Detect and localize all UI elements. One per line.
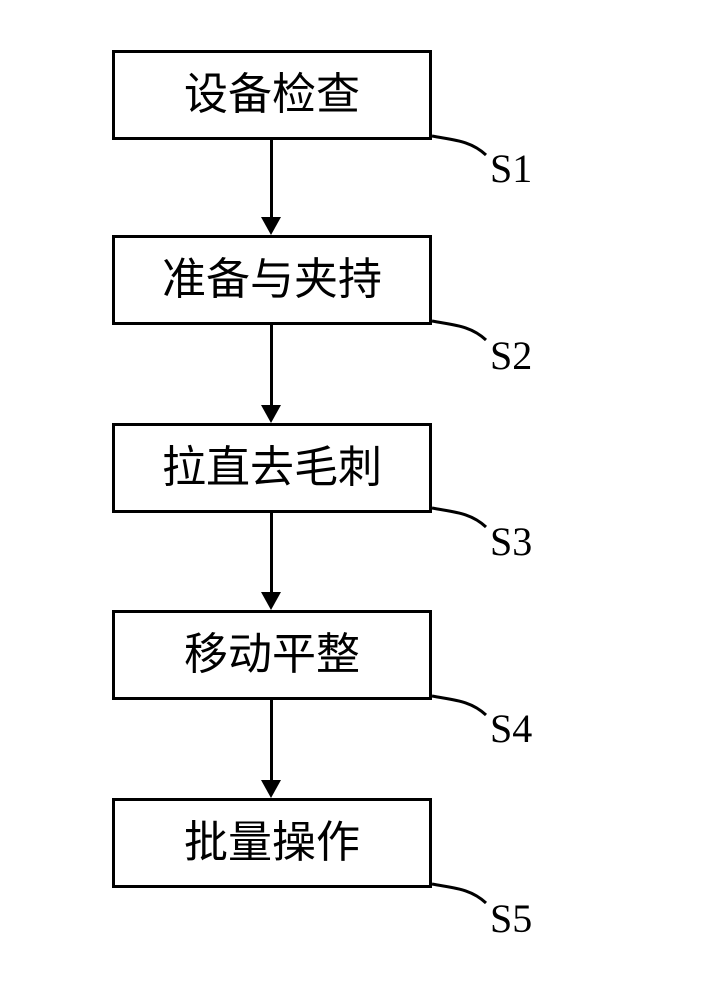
step-label-text: S2 bbox=[490, 333, 532, 378]
step-label-s5: S5 bbox=[490, 895, 532, 942]
step-label-text: S5 bbox=[490, 896, 532, 941]
step-label-s4: S4 bbox=[490, 705, 532, 752]
step-label-s2: S2 bbox=[490, 332, 532, 379]
step-label-s3: S3 bbox=[490, 518, 532, 565]
step-label-s1: S1 bbox=[490, 145, 532, 192]
step-label-text: S3 bbox=[490, 519, 532, 564]
step-label-text: S4 bbox=[490, 706, 532, 751]
connector-icon bbox=[0, 0, 704, 1000]
step-label-text: S1 bbox=[490, 146, 532, 191]
